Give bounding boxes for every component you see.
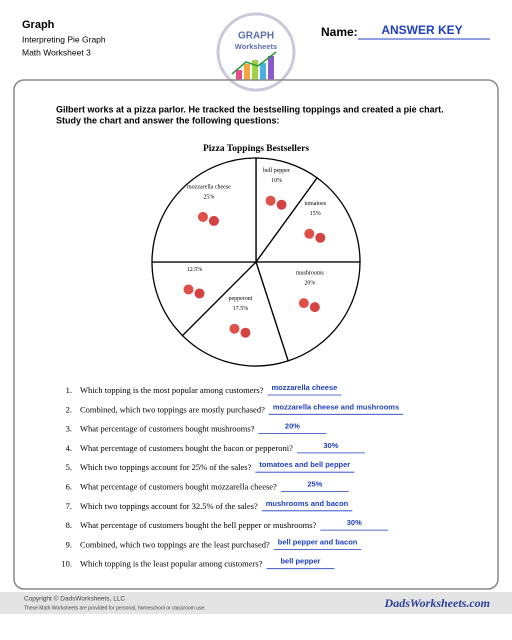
pie-slice — [181, 260, 289, 367]
footer-copyright: Copyright © DadsWorksheets, LLC — [24, 595, 125, 603]
answer: 30% — [347, 518, 362, 527]
footer-band — [0, 592, 512, 614]
topping-icon — [183, 284, 194, 295]
topping-icon — [240, 327, 251, 338]
topping-icon — [315, 232, 326, 243]
answer: mushrooms and bacon — [266, 499, 349, 508]
pie-slice — [254, 176, 361, 263]
question-number: 6. — [66, 481, 72, 491]
question-number: 3. — [66, 424, 72, 434]
logo-top: GRAPH — [238, 31, 274, 42]
topping-icon — [298, 298, 309, 309]
slice-label: bell pepper — [263, 168, 290, 174]
slice-label: tomatoes — [304, 201, 326, 207]
logo-bars — [231, 51, 277, 80]
header-title: Graph — [22, 19, 55, 31]
topping-icon — [208, 215, 219, 226]
pie-slice — [255, 261, 361, 362]
topping-icon — [197, 211, 208, 222]
footer-brand: DadsWorksheets.com — [384, 596, 490, 610]
pie-slice — [151, 157, 257, 263]
chart-title: Pizza Toppings Bestsellers — [203, 144, 309, 154]
question-number: 4. — [66, 443, 72, 453]
intro-line: Study the chart and answer the following… — [56, 115, 280, 125]
pie-chart: bell pepper 10% tomatoes 15% mushrooms 20% pep… — [151, 157, 361, 367]
question-text: Which two toppings account for 32.5% of … — [80, 501, 258, 511]
slice-value: 12.5% — [187, 267, 203, 273]
name-label: Name: — [321, 25, 358, 39]
question-text: What percentage of customers bought the … — [80, 520, 317, 530]
answer: 30% — [323, 441, 338, 450]
question-text: Which two toppings account for 25% of th… — [80, 462, 252, 472]
topping-icon — [265, 195, 276, 206]
header-worksheet: Math Worksheet 3 — [22, 47, 91, 57]
answer: 20% — [285, 422, 300, 431]
questions: 1. Which topping is the most popular amon… — [61, 383, 404, 570]
question-number: 7. — [66, 501, 72, 511]
question-text: Which topping is the least popular among… — [80, 559, 263, 569]
topping-icon — [276, 199, 287, 210]
question-number: 9. — [66, 539, 72, 549]
logo-bottom: Worksheets — [235, 42, 277, 51]
slice-label: mozzarella cheese — [187, 184, 231, 190]
question-text: What percentage of customers bought mozz… — [80, 481, 277, 491]
question-text: Combined, which two toppings are the lea… — [80, 539, 270, 549]
pie-slice — [151, 261, 258, 337]
topping-icon — [229, 323, 240, 334]
content-frame — [13, 79, 499, 590]
question-text: What percentage of customers bought the … — [80, 443, 293, 453]
question-number: 8. — [66, 520, 72, 530]
slice-value: 15% — [310, 211, 321, 217]
answer: 25% — [307, 479, 322, 488]
answer: tomatoes and bell pepper — [259, 460, 350, 469]
name-value: ANSWER KEY — [381, 23, 462, 37]
header-subtitle: Interpreting Pie Graph — [22, 34, 106, 44]
question-text: Which topping is the most popular among … — [80, 385, 264, 395]
question-number: 5. — [66, 462, 72, 472]
slice-label: pepperoni — [228, 296, 252, 302]
slice-value: 10% — [271, 178, 282, 184]
slice-value: 17.5% — [233, 306, 249, 312]
intro-line: Gilbert works at a pizza parlor. He trac… — [56, 104, 444, 114]
answer: bell pepper — [280, 557, 320, 566]
question-text: Combined, which two toppings are mostly … — [80, 404, 265, 414]
answer: mozzarella cheese and mushrooms — [273, 402, 399, 411]
answer: bell pepper and bacon — [278, 537, 358, 546]
question-number: 1. — [66, 385, 72, 395]
question-text: What percentage of customers bought mush… — [80, 424, 255, 434]
slice-label: mushrooms — [296, 270, 325, 276]
footer-note: These Math Worksheets are provided for p… — [24, 605, 206, 611]
topping-icon — [194, 288, 205, 299]
question-number: 10. — [61, 559, 72, 569]
answer: mozzarella cheese — [271, 383, 337, 392]
slice-value: 20% — [304, 280, 315, 286]
slice-value: 25% — [203, 194, 214, 200]
topping-icon — [304, 228, 315, 239]
question-number: 2. — [66, 404, 72, 414]
topping-icon — [309, 302, 320, 313]
